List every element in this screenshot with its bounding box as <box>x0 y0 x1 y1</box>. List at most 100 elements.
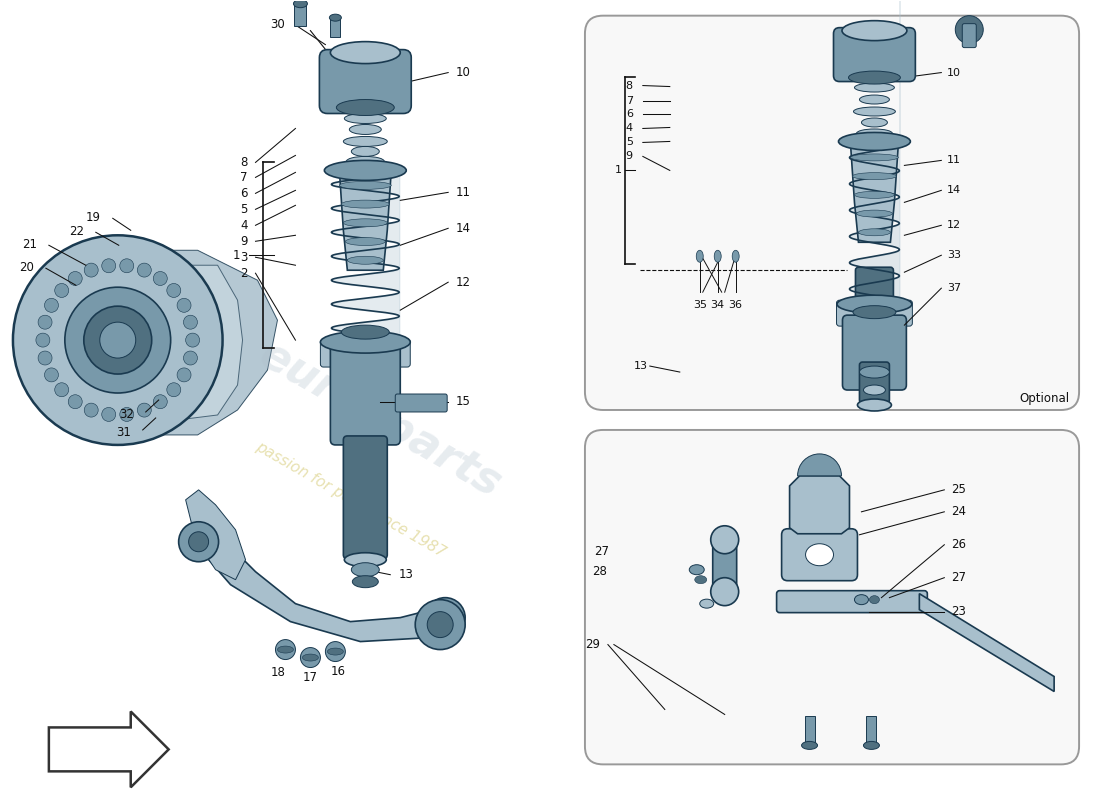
Text: 11: 11 <box>456 186 471 199</box>
Circle shape <box>120 258 134 273</box>
Text: 36: 36 <box>728 300 743 310</box>
Ellipse shape <box>348 256 383 264</box>
Ellipse shape <box>838 133 911 150</box>
Ellipse shape <box>802 742 817 750</box>
Polygon shape <box>920 594 1054 691</box>
Text: passion for parts since 1987: passion for parts since 1987 <box>253 439 448 561</box>
Text: 32: 32 <box>119 409 134 422</box>
Circle shape <box>55 283 68 298</box>
Polygon shape <box>186 490 245 580</box>
Circle shape <box>300 647 320 667</box>
Circle shape <box>68 271 82 286</box>
Ellipse shape <box>340 182 392 190</box>
Bar <box>867 717 877 745</box>
Text: 25: 25 <box>952 483 966 496</box>
Text: Optional: Optional <box>1019 392 1069 405</box>
Circle shape <box>13 235 222 445</box>
Circle shape <box>184 351 197 365</box>
Text: eurosparts: eurosparts <box>252 334 509 506</box>
Text: 31: 31 <box>116 426 131 439</box>
Polygon shape <box>196 532 460 642</box>
Ellipse shape <box>850 154 899 161</box>
Circle shape <box>138 263 152 277</box>
Circle shape <box>426 598 465 638</box>
Ellipse shape <box>345 238 385 246</box>
Polygon shape <box>790 476 849 534</box>
Wedge shape <box>798 454 842 476</box>
FancyBboxPatch shape <box>395 394 448 412</box>
Circle shape <box>711 526 739 554</box>
Ellipse shape <box>346 157 384 166</box>
Text: 14: 14 <box>456 222 471 234</box>
Text: 6: 6 <box>240 187 248 200</box>
Ellipse shape <box>858 229 890 236</box>
Circle shape <box>55 382 68 397</box>
Circle shape <box>39 351 52 365</box>
Text: 13: 13 <box>398 568 414 581</box>
FancyBboxPatch shape <box>856 267 893 373</box>
Ellipse shape <box>337 99 394 115</box>
Circle shape <box>177 298 191 312</box>
FancyBboxPatch shape <box>330 335 400 445</box>
Text: 1: 1 <box>233 249 241 262</box>
Ellipse shape <box>302 654 318 661</box>
Text: 6: 6 <box>626 110 632 119</box>
Circle shape <box>44 298 58 312</box>
Circle shape <box>44 368 58 382</box>
Polygon shape <box>850 143 899 242</box>
Text: 7: 7 <box>240 171 248 184</box>
FancyBboxPatch shape <box>320 339 410 367</box>
Ellipse shape <box>859 366 890 378</box>
Text: 27: 27 <box>594 546 609 558</box>
Ellipse shape <box>351 562 380 577</box>
Circle shape <box>177 368 191 382</box>
Circle shape <box>101 258 116 273</box>
Ellipse shape <box>329 14 341 21</box>
Circle shape <box>153 394 167 409</box>
Text: 3: 3 <box>240 250 248 264</box>
Ellipse shape <box>352 576 378 588</box>
FancyBboxPatch shape <box>859 362 890 403</box>
Circle shape <box>188 532 209 552</box>
Ellipse shape <box>864 385 886 395</box>
Text: 9: 9 <box>626 151 632 162</box>
Text: 5: 5 <box>626 138 632 147</box>
Text: 2: 2 <box>240 266 248 280</box>
Polygon shape <box>167 266 242 420</box>
Bar <box>295 4 307 26</box>
Text: 10: 10 <box>456 66 471 79</box>
Ellipse shape <box>277 646 294 653</box>
Circle shape <box>167 283 180 298</box>
Ellipse shape <box>344 114 386 123</box>
FancyBboxPatch shape <box>713 540 737 596</box>
Circle shape <box>153 271 167 286</box>
Ellipse shape <box>869 596 879 604</box>
FancyBboxPatch shape <box>777 590 927 613</box>
Text: 35: 35 <box>693 300 706 310</box>
Ellipse shape <box>343 137 387 146</box>
Ellipse shape <box>859 95 890 104</box>
Ellipse shape <box>855 83 894 92</box>
Ellipse shape <box>690 565 704 574</box>
Ellipse shape <box>837 295 912 313</box>
Ellipse shape <box>696 250 703 262</box>
FancyBboxPatch shape <box>319 50 411 114</box>
Text: 14: 14 <box>947 186 961 195</box>
Ellipse shape <box>344 553 386 566</box>
Ellipse shape <box>343 219 387 227</box>
Circle shape <box>85 403 98 417</box>
Text: 13: 13 <box>634 361 648 371</box>
Circle shape <box>415 600 465 650</box>
Text: 24: 24 <box>952 506 966 518</box>
Circle shape <box>100 322 135 358</box>
Ellipse shape <box>842 21 906 41</box>
Circle shape <box>138 403 152 417</box>
Ellipse shape <box>854 107 895 116</box>
Text: 11: 11 <box>947 155 961 166</box>
Text: 21: 21 <box>22 238 37 250</box>
Ellipse shape <box>858 399 891 411</box>
Ellipse shape <box>341 325 389 339</box>
Circle shape <box>84 306 152 374</box>
Circle shape <box>711 578 739 606</box>
Text: 9: 9 <box>240 234 248 248</box>
